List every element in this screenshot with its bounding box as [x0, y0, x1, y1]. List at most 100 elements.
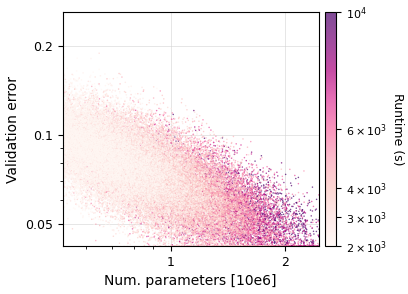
Point: [60, 128, 66, 133]
Point: [116, 171, 123, 176]
Point: [154, 184, 160, 189]
Point: [113, 159, 120, 164]
Point: [107, 224, 114, 228]
Point: [82, 140, 89, 145]
Point: [154, 205, 160, 209]
Point: [60, 136, 66, 141]
Point: [116, 145, 122, 150]
Point: [140, 156, 146, 161]
Point: [60, 58, 66, 63]
Point: [154, 169, 160, 174]
Point: [79, 185, 86, 189]
Point: [278, 204, 285, 209]
Point: [106, 137, 113, 142]
Point: [200, 211, 206, 216]
Point: [84, 118, 91, 123]
Point: [180, 198, 186, 203]
Point: [189, 216, 196, 220]
Point: [253, 196, 260, 200]
Point: [182, 194, 188, 199]
Point: [127, 154, 133, 159]
Point: [115, 194, 122, 199]
Point: [131, 192, 137, 197]
Point: [118, 166, 125, 171]
Point: [85, 101, 92, 106]
Point: [237, 211, 244, 215]
Point: [203, 190, 210, 195]
Point: [113, 161, 119, 165]
Point: [162, 172, 169, 176]
Point: [257, 210, 264, 215]
Point: [259, 199, 266, 204]
Point: [69, 135, 75, 140]
Point: [96, 133, 102, 138]
Point: [102, 154, 108, 159]
Point: [60, 154, 66, 158]
Point: [273, 240, 280, 244]
Point: [198, 180, 205, 185]
Point: [119, 188, 126, 193]
Point: [204, 187, 210, 192]
Point: [154, 171, 161, 176]
Point: [131, 138, 137, 143]
Point: [248, 239, 255, 244]
Point: [83, 114, 90, 118]
Point: [173, 171, 180, 176]
Point: [126, 220, 133, 224]
Point: [162, 211, 169, 216]
Point: [285, 244, 292, 248]
Point: [191, 181, 197, 185]
Point: [118, 189, 124, 193]
Point: [76, 134, 83, 138]
Point: [280, 217, 286, 221]
Point: [153, 144, 160, 149]
Point: [132, 163, 139, 168]
Point: [221, 244, 228, 248]
Point: [233, 224, 240, 229]
Point: [120, 139, 127, 144]
Point: [155, 183, 162, 188]
Point: [155, 218, 162, 223]
Point: [146, 107, 153, 112]
Point: [127, 89, 133, 93]
Point: [207, 188, 213, 193]
Point: [172, 186, 178, 191]
Point: [144, 214, 150, 219]
Point: [186, 194, 193, 199]
Point: [106, 113, 113, 118]
Point: [246, 175, 252, 180]
Point: [169, 176, 175, 181]
Point: [174, 197, 181, 202]
Point: [122, 185, 129, 190]
Point: [60, 131, 66, 136]
Point: [207, 194, 214, 199]
Point: [216, 216, 222, 220]
Point: [91, 114, 98, 119]
Point: [93, 123, 100, 128]
Point: [133, 169, 140, 174]
Point: [114, 184, 121, 189]
Point: [60, 146, 66, 150]
Point: [60, 141, 66, 146]
Point: [197, 244, 204, 248]
Point: [104, 171, 111, 176]
Point: [142, 162, 148, 167]
Point: [156, 170, 163, 175]
Point: [127, 167, 133, 172]
Point: [152, 157, 158, 161]
Point: [144, 163, 150, 168]
Point: [126, 109, 133, 114]
Point: [99, 149, 106, 153]
Point: [221, 188, 227, 193]
Point: [284, 241, 290, 245]
Point: [127, 166, 133, 171]
Point: [124, 165, 130, 170]
Point: [91, 148, 97, 153]
Point: [144, 172, 151, 176]
Point: [96, 163, 102, 168]
Point: [99, 143, 105, 148]
Point: [64, 149, 71, 153]
Point: [193, 180, 200, 184]
Point: [224, 183, 230, 188]
Point: [202, 172, 208, 176]
